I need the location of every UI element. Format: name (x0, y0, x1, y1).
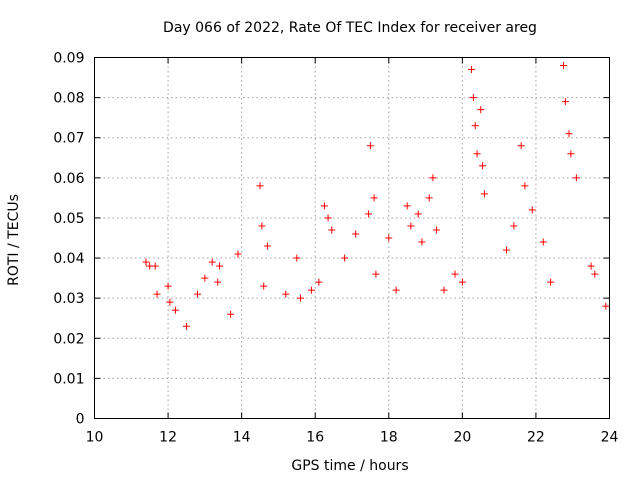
x-tick-label: 20 (453, 430, 471, 446)
data-point (414, 210, 422, 218)
data-point (468, 66, 476, 74)
data-point (282, 290, 290, 298)
data-point (216, 262, 224, 270)
data-point (370, 194, 378, 202)
x-tick-label: 12 (159, 430, 177, 446)
data-point (528, 206, 536, 214)
data-point (440, 286, 448, 294)
y-tick-label: 0.06 (53, 171, 84, 187)
data-point (256, 182, 264, 190)
data-point (565, 130, 573, 138)
y-tick-label: 0.01 (53, 371, 84, 387)
data-point (407, 222, 415, 230)
data-point (560, 62, 568, 70)
data-point (469, 94, 477, 102)
data-point (151, 262, 159, 270)
data-point (477, 106, 485, 114)
data-point (473, 150, 481, 158)
y-tick-label: 0.08 (53, 91, 84, 107)
data-point (341, 254, 349, 262)
x-tick-label: 10 (86, 430, 104, 446)
data-point (214, 278, 222, 286)
x-tick-label: 16 (306, 430, 324, 446)
data-point (234, 250, 242, 258)
data-point (561, 98, 569, 106)
data-point (142, 258, 150, 266)
data-point (201, 274, 209, 282)
data-point (517, 142, 525, 150)
data-point (587, 262, 595, 270)
data-point (293, 254, 301, 262)
y-tick-label: 0.03 (53, 291, 84, 307)
data-point (164, 282, 172, 290)
data-point (510, 222, 518, 230)
y-axis: 0 0.01 0.02 0.03 0.04 0.05 0.06 0.07 0.08 0.09 (53, 51, 610, 428)
data-point (547, 278, 555, 286)
data-point (418, 238, 426, 246)
data-point (479, 162, 487, 170)
data-point (433, 226, 441, 234)
data-point (602, 302, 610, 310)
data-point (320, 202, 328, 210)
data-points (142, 62, 610, 330)
data-point (352, 230, 360, 238)
x-tick-label: 24 (601, 430, 619, 446)
data-point (429, 174, 437, 182)
data-point (171, 306, 179, 314)
data-point (403, 202, 411, 210)
chart-title: Day 066 of 2022, Rate Of TEC Index for r… (163, 20, 537, 36)
data-point (471, 122, 479, 130)
data-point (503, 246, 510, 254)
data-point (263, 242, 271, 250)
data-point (258, 222, 266, 230)
y-tick-label: 0.05 (53, 211, 84, 227)
y-tick-label: 0.02 (53, 331, 84, 347)
data-point (324, 214, 332, 222)
data-point (308, 286, 316, 294)
x-tick-label: 22 (527, 430, 545, 446)
data-point (227, 310, 235, 318)
data-point (385, 234, 393, 242)
plot-frame (94, 57, 610, 419)
data-point (208, 258, 216, 266)
data-point (328, 226, 336, 234)
data-point (153, 290, 161, 298)
data-point (366, 142, 374, 150)
data-point (372, 270, 380, 278)
x-axis-label: GPS time / hours (291, 458, 408, 474)
data-point (260, 282, 268, 290)
data-point (392, 286, 400, 294)
data-point (521, 182, 529, 190)
data-point (297, 294, 304, 302)
data-point (182, 322, 190, 330)
grid-layer (94, 57, 610, 419)
y-tick-label: 0.09 (53, 51, 84, 67)
x-tick-label: 14 (233, 430, 251, 446)
x-tick-label: 18 (380, 430, 398, 446)
y-tick-label: 0.04 (53, 251, 84, 267)
data-point (315, 278, 323, 286)
y-tick-label: 0.07 (53, 131, 84, 147)
data-point (365, 210, 373, 218)
data-point (425, 194, 433, 202)
y-axis-label: ROTI / TECUs (6, 194, 22, 286)
data-point (458, 278, 466, 286)
data-point (166, 298, 174, 306)
y-tick-label: 0 (76, 412, 85, 428)
data-point (451, 270, 459, 278)
data-point (480, 190, 488, 198)
data-point (194, 290, 201, 298)
data-point (567, 150, 575, 158)
data-point (572, 174, 580, 182)
data-point (539, 238, 547, 246)
data-point (591, 270, 599, 278)
x-axis: 10 12 14 16 18 20 22 24 (86, 57, 619, 446)
